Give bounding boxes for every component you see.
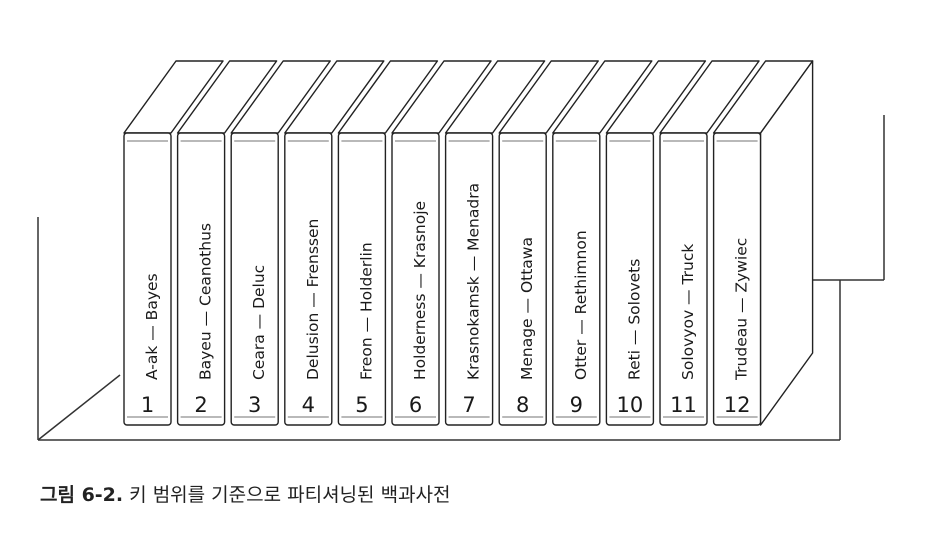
book-6-number: 6 bbox=[409, 393, 422, 417]
book-5-range-label: Freon — Holderlin bbox=[357, 242, 375, 380]
book-4: Delusion — Frenssen 4 bbox=[284, 60, 385, 426]
book-11: Solovyov — Truck 11 bbox=[659, 60, 760, 426]
book-6: Holderness — Krasnoje 6 bbox=[391, 60, 492, 426]
book-4-number: 4 bbox=[302, 393, 315, 417]
book-2-range-label: Bayeu — Ceanothus bbox=[197, 223, 215, 380]
book-12-range-label: Trudeau — Zywiec bbox=[733, 238, 751, 381]
book-1: A-ak — Bayes 1 bbox=[123, 60, 224, 426]
encyclopedia-shelf-diagram: A-ak — Bayes 1 Bayeu — Ceanothus 2 Ceara — D… bbox=[37, 60, 885, 441]
book-5-number: 5 bbox=[355, 393, 368, 417]
book-5: Freon — Holderlin 5 bbox=[337, 60, 439, 426]
book-8-number: 8 bbox=[516, 393, 529, 417]
book-8-range-label: Menage — Ottawa bbox=[518, 237, 536, 380]
book-1-range-label: A-ak — Bayes bbox=[143, 273, 161, 380]
book-3: Ceara — Deluc 3 bbox=[230, 60, 331, 426]
book-7-range-label: Krasnokamsk — Menadra bbox=[465, 183, 483, 380]
figure-caption: 그림 6-2. 키 범위를 기준으로 파티셔닝된 백과사전 bbox=[40, 480, 451, 507]
book-9-number: 9 bbox=[570, 393, 583, 417]
last-book-side bbox=[759, 60, 814, 426]
book-8: Menage — Ottawa 8 bbox=[498, 60, 599, 426]
book-7: Krasnokamsk — Menadra 7 bbox=[444, 60, 546, 426]
book-11-range-label: Solovyov — Truck bbox=[679, 244, 697, 380]
book-3-number: 3 bbox=[248, 393, 261, 417]
book-7-number: 7 bbox=[462, 393, 475, 417]
book-9-range-label: Otter — Rethimnon bbox=[572, 230, 590, 380]
shelf bbox=[37, 115, 885, 441]
book-4-range-label: Delusion — Frenssen bbox=[304, 219, 322, 380]
book-6-range-label: Holderness — Krasnoje bbox=[411, 201, 429, 380]
book-2-number: 2 bbox=[194, 393, 207, 417]
book-10-number: 10 bbox=[617, 393, 644, 417]
book-12: Trudeau — Zywiec 12 bbox=[712, 60, 814, 426]
book-row: A-ak — Bayes 1 Bayeu — Ceanothus 2 Ceara — D… bbox=[123, 60, 814, 426]
book-9: Otter — Rethimnon 9 bbox=[552, 60, 653, 426]
book-10: Reti — Solovets 10 bbox=[605, 60, 707, 426]
caption-text: 키 범위를 기준으로 파티셔닝된 백과사전 bbox=[129, 484, 451, 506]
book-11-number: 11 bbox=[670, 393, 697, 417]
caption-label: 그림 6-2. bbox=[40, 484, 124, 506]
book-10-range-label: Reti — Solovets bbox=[625, 259, 643, 380]
book-12-number: 12 bbox=[724, 393, 751, 417]
book-3-range-label: Ceara — Deluc bbox=[250, 265, 268, 380]
book-2: Bayeu — Ceanothus 2 bbox=[176, 60, 278, 426]
book-1-number: 1 bbox=[141, 393, 154, 417]
